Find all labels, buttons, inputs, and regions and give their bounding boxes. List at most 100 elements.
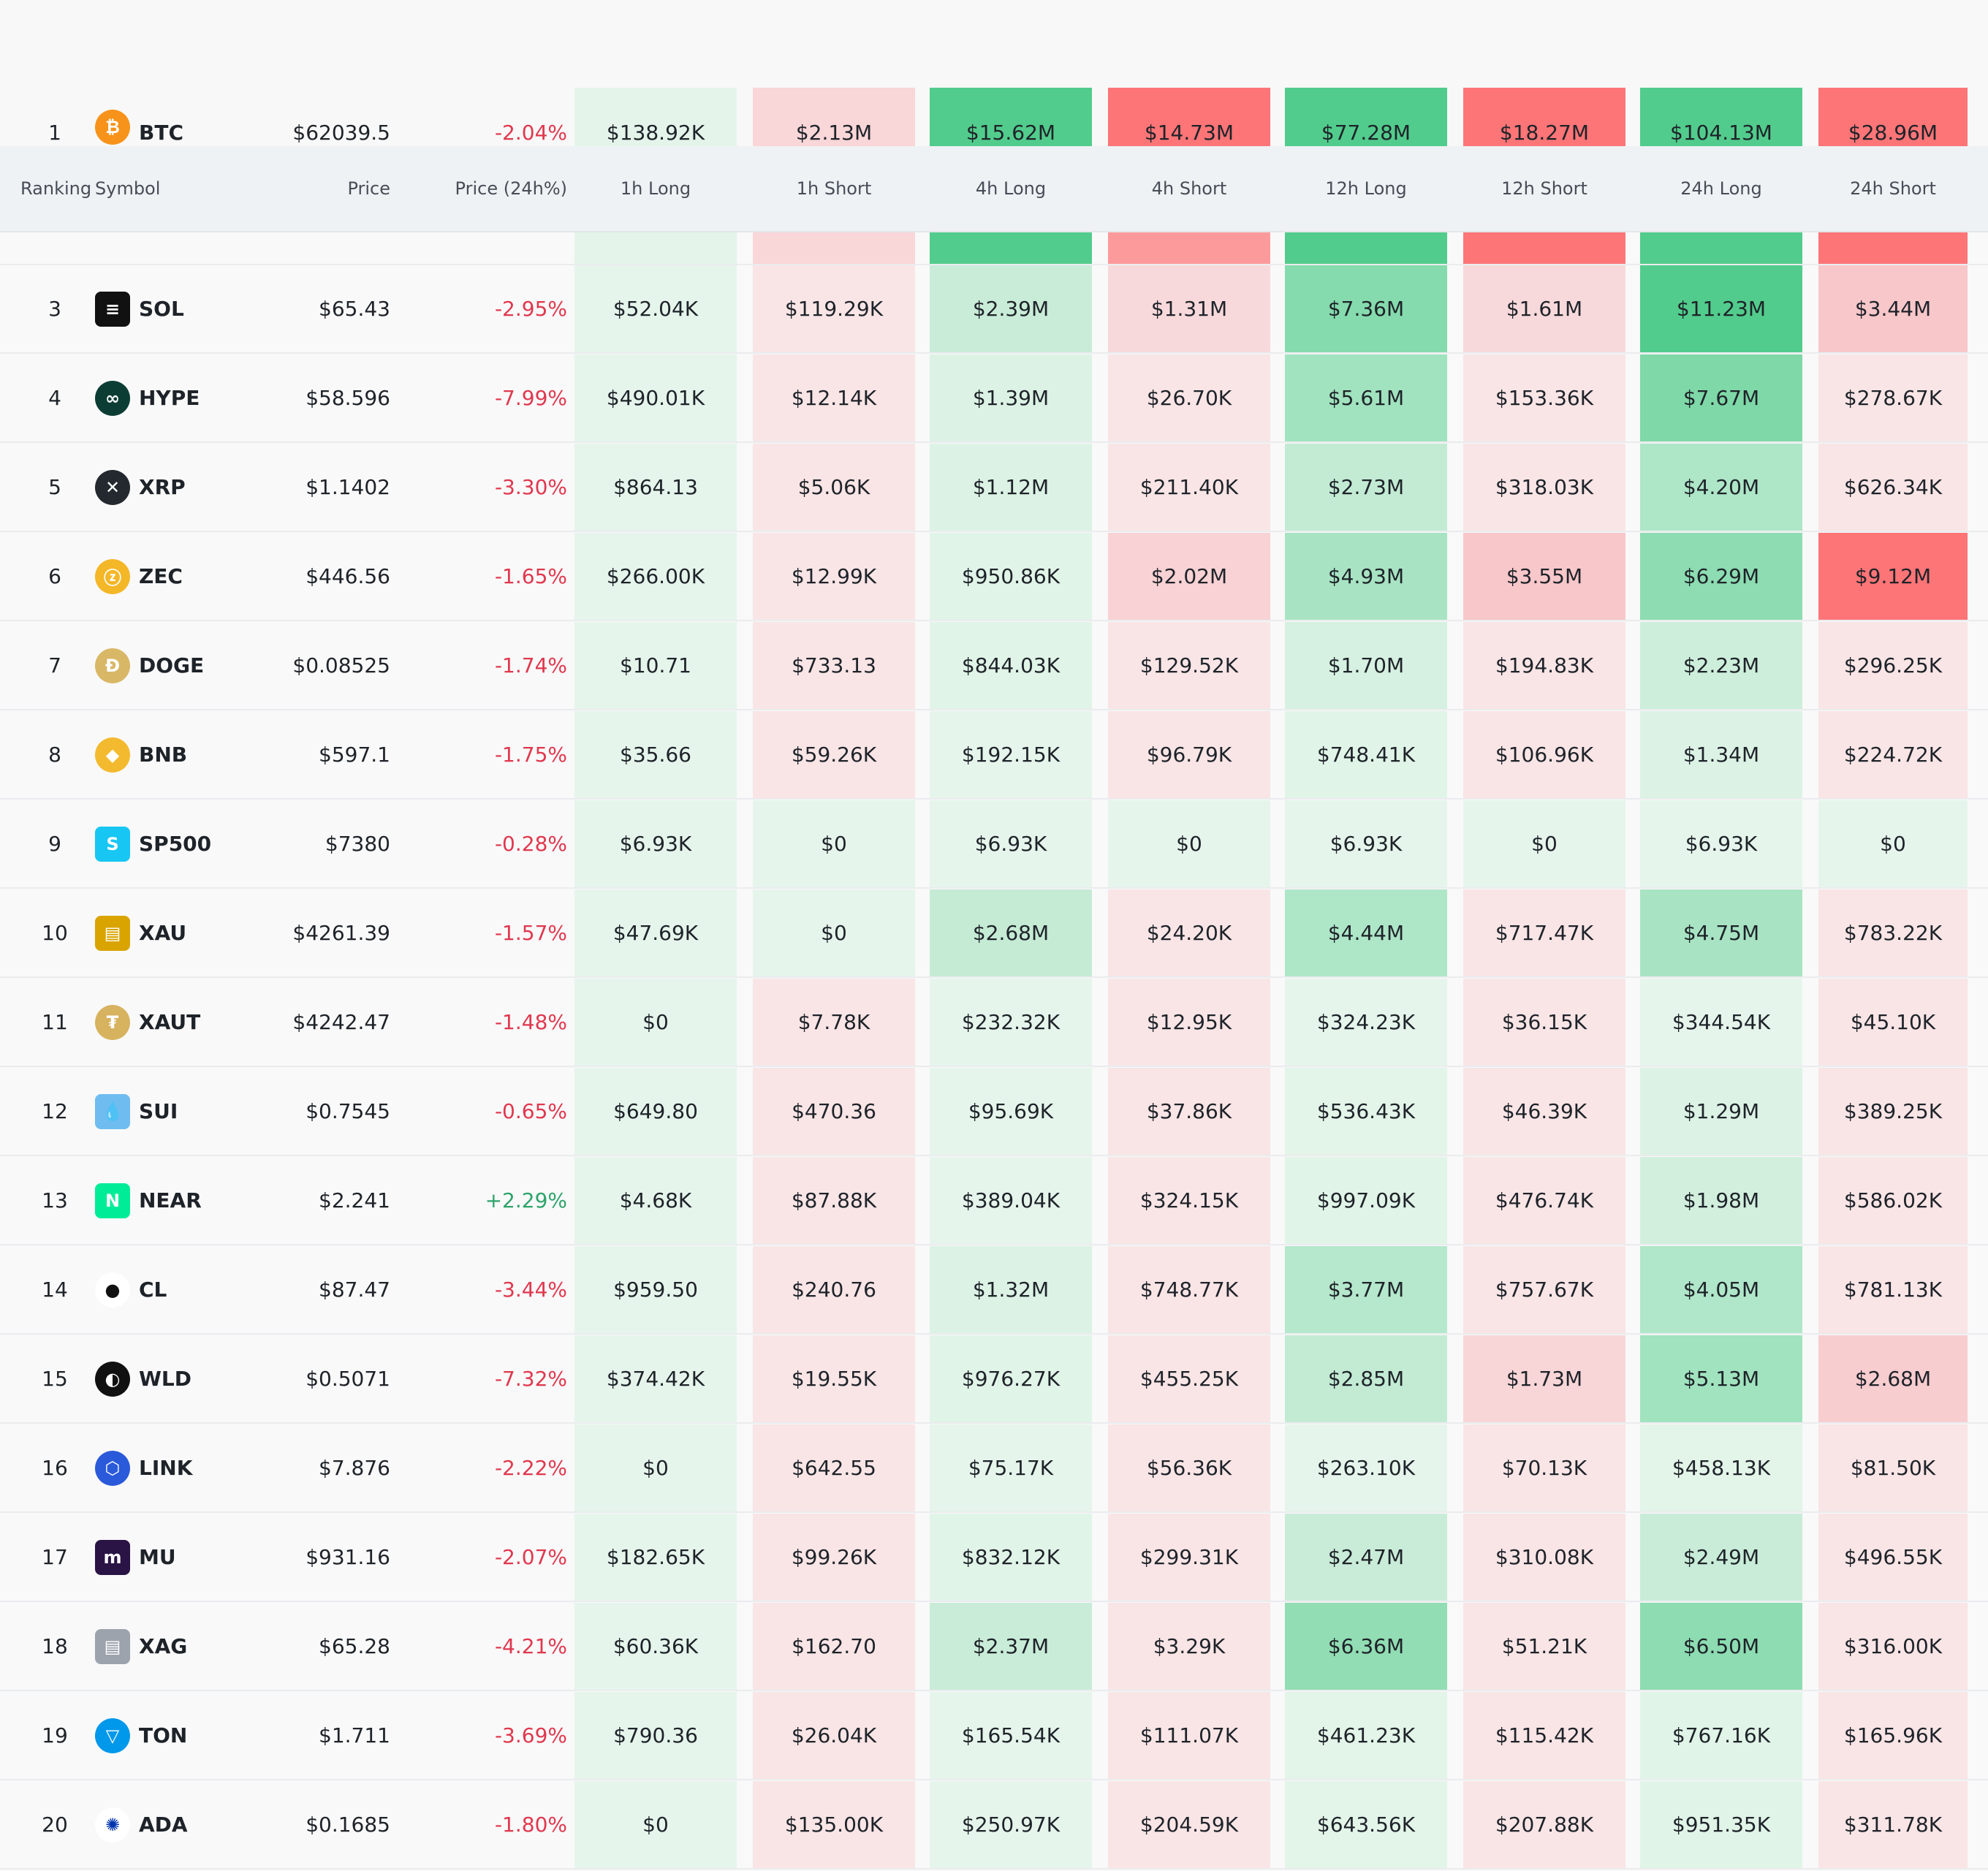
symbol-cell[interactable]: Ð DOGE	[95, 622, 256, 709]
price-cell: $65.28	[319, 1634, 390, 1658]
symbol-cell[interactable]: ▤ XAG	[95, 1603, 256, 1690]
symbol-cell[interactable]: ✺ ADA	[95, 1781, 256, 1868]
table-row[interactable]: 18 ▤ XAG $65.28 -4.21% $60.36K $162.70 $2.37M $3…	[0, 1603, 1988, 1691]
header-4h-short[interactable]: 4h Short	[1151, 178, 1227, 199]
value-cell: $733.13	[753, 622, 915, 709]
table-row[interactable]: 16 ⬡ LINK $7.876 -2.22% $0 $642.55 $75.17K $56.3…	[0, 1424, 1988, 1513]
value-cell: $1.61M	[1463, 265, 1625, 352]
header-12h-short[interactable]: 12h Short	[1501, 178, 1587, 199]
value-cell: $1.29M	[1640, 1068, 1802, 1155]
symbol-cell[interactable]: 💧 SUI	[95, 1068, 256, 1155]
table-row[interactable]: 13 N NEAR $2.241 +2.29% $4.68K $87.88K $389.04K…	[0, 1157, 1988, 1245]
value-cell: $81.50K	[1818, 1424, 1968, 1511]
symbol-cell[interactable]: ⬡ LINK	[95, 1424, 256, 1511]
table-row-btc[interactable]: 1 ₿ BTC $62039.5 -2.04% $138.92K $2.13M …	[0, 88, 1988, 146]
symbol-label: SOL	[139, 297, 184, 321]
price-change-cell: -3.30%	[494, 475, 567, 499]
header-4h-long[interactable]: 4h Long	[975, 178, 1047, 199]
zcash-icon: ⓩ	[95, 558, 130, 594]
table-row[interactable]: 19 ▽ TON $1.711 -3.69% $790.36 $26.04K $165.54K…	[0, 1692, 1988, 1780]
symbol-cell[interactable]: ◐ WLD	[95, 1335, 256, 1422]
value-cell: $2.49M	[1640, 1514, 1802, 1601]
symbol-label: XAG	[139, 1634, 188, 1658]
value-cell: $12.14K	[753, 354, 915, 441]
value-cell: $4.68K	[574, 1157, 737, 1244]
symbol-cell[interactable]: ▽ TON	[95, 1692, 256, 1779]
table-row[interactable]: 5 ✕ XRP $1.1402 -3.30% $864.13 $5.06K $1.12M $21…	[0, 444, 1988, 532]
value-cell: $3.77M	[1285, 1246, 1447, 1333]
value-cell: $496.55K	[1818, 1514, 1968, 1601]
value-cell: $976.27K	[930, 1335, 1092, 1422]
price-cell: $4261.39	[292, 921, 390, 945]
symbol-cell[interactable]: m MU	[95, 1514, 256, 1601]
value-cell: $586.02K	[1818, 1157, 1968, 1244]
table-row[interactable]: 3 ≡ SOL $65.43 -2.95% $52.04K $119.29K $2.39M $1…	[0, 265, 1988, 354]
price-change-cell: -0.65%	[494, 1099, 567, 1123]
symbol-label: BNB	[139, 743, 188, 767]
symbol-cell[interactable]: ₿ BTC	[95, 88, 256, 146]
header-symbol[interactable]: Symbol	[95, 178, 161, 199]
header-1h-short[interactable]: 1h Short	[796, 178, 872, 199]
value-cell: $959.50	[574, 1246, 737, 1333]
value-cell: $211.40K	[1108, 444, 1270, 531]
value-cell-4h-short: $14.73M	[1108, 88, 1270, 146]
table-row[interactable]: 12 💧 SUI $0.7545 -0.65% $649.80 $470.36 $95.69K…	[0, 1068, 1988, 1156]
table-row[interactable]: 9 S SP500 $7380 -0.28% $6.93K $0 $6.93K $0 $6.93K…	[0, 800, 1988, 889]
symbol-cell[interactable]: ▤ XAU	[95, 889, 256, 976]
value-cell: $4.93M	[1285, 533, 1447, 620]
value-cell: $263.10K	[1285, 1424, 1447, 1511]
value-cell: $299.31K	[1108, 1514, 1270, 1601]
symbol-cell[interactable]: ₮ XAUT	[95, 979, 256, 1066]
header-1h-long[interactable]: 1h Long	[620, 178, 691, 199]
symbol-cell[interactable]: S SP500	[95, 800, 256, 887]
symbol-cell[interactable]: ◆ BNB	[95, 711, 256, 798]
header-price[interactable]: Price	[347, 178, 390, 199]
value-cell-1h-long: $138.92K	[574, 88, 737, 146]
header-ranking[interactable]: Ranking	[20, 178, 92, 199]
table-row[interactable]: 17 m MU $931.16 -2.07% $182.65K $99.26K $832.12…	[0, 1514, 1988, 1602]
value-cell: $250.97K	[930, 1781, 1092, 1868]
symbol-cell[interactable]: ✕ XRP	[95, 444, 256, 531]
value-cell: $0	[753, 889, 915, 976]
table-row[interactable]: 10 ▤ XAU $4261.39 -1.57% $47.69K $0 $2.68M $24.2…	[0, 889, 1988, 978]
rank-cell: 16	[42, 1456, 68, 1480]
value-cell: $46.39K	[1463, 1068, 1625, 1155]
partial-cell-bg	[930, 232, 1092, 264]
symbol-cell[interactable]: N NEAR	[95, 1157, 256, 1244]
table-row[interactable]: 15 ◐ WLD $0.5071 -7.32% $374.42K $19.55K $976.2…	[0, 1335, 1988, 1424]
table-row[interactable]: 7 Ð DOGE $0.08525 -1.74% $10.71 $733.13 $844.03…	[0, 622, 1988, 710]
symbol-label: XAU	[139, 921, 187, 945]
value-cell: $5.06K	[753, 444, 915, 531]
symbol-label: NEAR	[139, 1188, 202, 1212]
symbol-label: XRP	[139, 475, 186, 499]
value-cell: $643.56K	[1285, 1781, 1447, 1868]
symbol-cell[interactable]: ∞ HYPE	[95, 354, 256, 441]
sui-icon: 💧	[95, 1093, 130, 1129]
table-row[interactable]: 11 ₮ XAUT $4242.47 -1.48% $0 $7.78K $232.32K $12…	[0, 979, 1988, 1067]
symbol-cell[interactable]: ● CL	[95, 1246, 256, 1333]
header-price-change[interactable]: Price (24h%)	[455, 178, 567, 199]
symbol-label: HYPE	[139, 386, 200, 410]
symbol-cell[interactable]: ≡ SOL	[95, 265, 256, 352]
crude-oil-icon: ●	[95, 1272, 130, 1308]
table-row[interactable]: 14 ● CL $87.47 -3.44% $959.50 $240.76 $1.32M $74…	[0, 1246, 1988, 1335]
value-cell: $6.93K	[1640, 800, 1802, 887]
table-row[interactable]: 20 ✺ ADA $0.1685 -1.80% $0 $135.00K $250.97K $20…	[0, 1781, 1988, 1870]
table-row[interactable]: 8 ◆ BNB $597.1 -1.75% $35.66 $59.26K $192.15K $9…	[0, 711, 1988, 800]
price-change-cell: -1.80%	[494, 1813, 567, 1837]
value-cell: $19.55K	[753, 1335, 915, 1422]
price-cell: $4242.47	[292, 1010, 390, 1034]
value-cell: $106.96K	[1463, 711, 1625, 798]
table-row[interactable]: 4 ∞ HYPE $58.596 -7.99% $490.01K $12.14K $1.39M…	[0, 354, 1988, 443]
value-cell: $490.01K	[574, 354, 737, 441]
value-cell: $7.78K	[753, 979, 915, 1066]
value-cell: $0	[574, 1781, 737, 1868]
table-row-partial[interactable]	[0, 232, 1988, 265]
value-cell: $2.39M	[930, 265, 1092, 352]
table-row[interactable]: 6 ⓩ ZEC $446.56 -1.65% $266.00K $12.99K $950.86…	[0, 533, 1988, 621]
symbol-cell[interactable]: ⓩ ZEC	[95, 533, 256, 620]
partial-cell-bg	[1818, 232, 1968, 264]
header-24h-short[interactable]: 24h Short	[1850, 178, 1936, 199]
header-12h-long[interactable]: 12h Long	[1325, 178, 1407, 199]
header-24h-long[interactable]: 24h Long	[1680, 178, 1762, 199]
